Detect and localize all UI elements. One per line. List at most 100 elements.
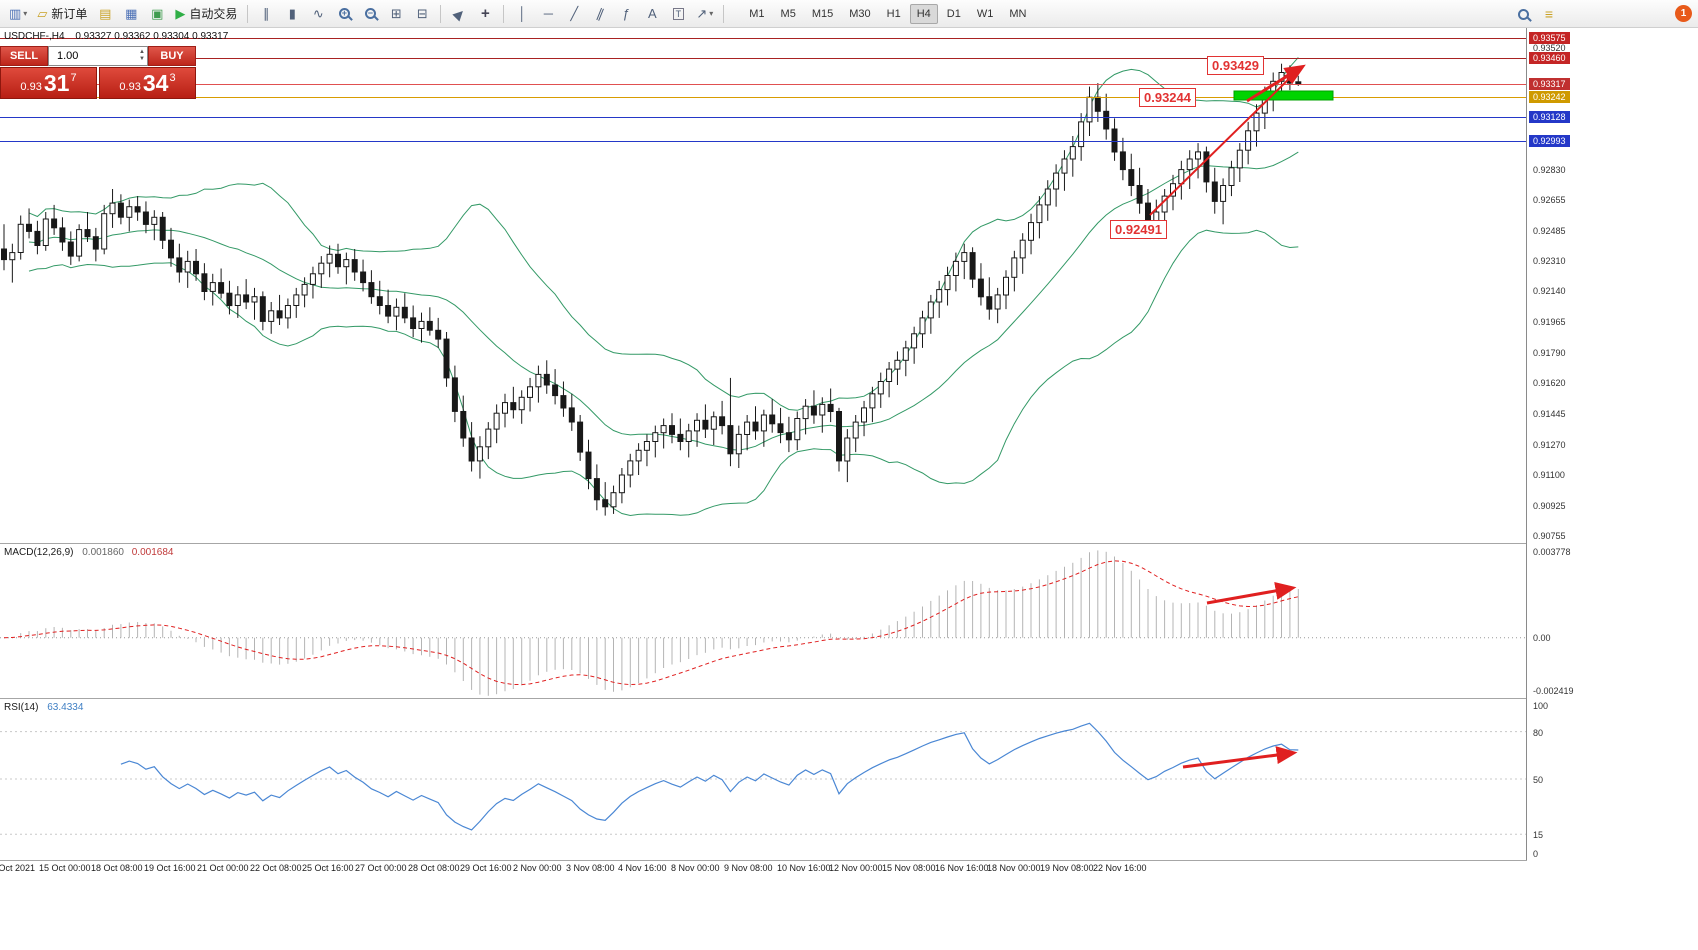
timeframe-m1[interactable]: M1 <box>749 7 765 20</box>
label-icon[interactable]: T <box>666 3 690 25</box>
horizontal-line-0.93128[interactable] <box>0 117 1526 118</box>
candle <box>1119 151 1126 171</box>
fibonacci-icon[interactable]: ƒ <box>622 6 630 21</box>
candle <box>126 206 133 218</box>
macd-scale-label: 0.00 <box>1533 633 1551 643</box>
candle <box>460 411 467 439</box>
horizontal-line-0.93460[interactable] <box>0 58 1526 59</box>
channel-icon[interactable]: ∥ <box>594 4 607 22</box>
timeframe-m15[interactable]: M15 <box>811 7 834 20</box>
price-chart-panel[interactable] <box>0 28 1526 542</box>
horizontal-line-0.93242[interactable] <box>0 97 1526 98</box>
candle <box>986 296 993 310</box>
notification-badge[interactable]: 1 <box>1675 5 1692 22</box>
candle <box>652 432 659 443</box>
panel-separator[interactable] <box>0 698 1698 699</box>
timeframe-h4[interactable]: H4 <box>909 3 938 24</box>
price-annotation[interactable]: 0.92491 <box>1110 220 1167 239</box>
macd-label: MACD(12,26,9) 0.001860 0.001684 <box>4 547 174 558</box>
macd-panel[interactable] <box>0 545 1526 697</box>
timeframe-mn[interactable]: MN <box>1009 7 1027 20</box>
current-price-line-0.93317[interactable] <box>0 84 1526 85</box>
toolbar-separator <box>440 4 442 23</box>
toolbar-separator <box>247 4 249 23</box>
candle <box>26 223 32 232</box>
line-chart-icon[interactable]: ∿ <box>312 5 324 21</box>
algo-trading-button[interactable]: ▶ 自动交易 <box>175 5 238 22</box>
tile-windows-icon[interactable]: ⊞ <box>390 5 402 21</box>
rsi-scale-label: 15 <box>1533 830 1544 840</box>
candle <box>952 260 959 276</box>
buy-button[interactable]: BUY <box>148 46 196 66</box>
volume-stepper[interactable]: ▲ ▼ <box>139 49 145 62</box>
zoom-out-icon[interactable]: − <box>358 3 382 25</box>
candle <box>101 213 108 250</box>
candle <box>468 437 475 462</box>
candle <box>1128 169 1135 187</box>
horizontal-line-0.92993[interactable] <box>0 141 1526 142</box>
timeframe-h1[interactable]: H1 <box>886 7 901 20</box>
price-annotation[interactable]: 0.93244 <box>1139 88 1196 107</box>
new-chart-icon[interactable]: ▥ ▾ <box>9 5 28 21</box>
layers-icon[interactable]: ≡ <box>1544 6 1554 22</box>
buy-price-button[interactable]: 0.93 34 3 <box>99 67 196 99</box>
candle <box>927 301 934 319</box>
candlestick-chart[interactable] <box>0 28 1526 542</box>
search-icon[interactable] <box>1511 3 1535 25</box>
macd-chart[interactable] <box>0 545 1526 697</box>
cursor-icon[interactable]: ▶ <box>450 4 468 22</box>
candle <box>34 230 41 246</box>
sell-price-button[interactable]: 0.93 31 7 <box>0 67 97 99</box>
candle <box>585 451 592 480</box>
market-watch-icon[interactable]: ▤ <box>99 5 112 21</box>
price-annotation[interactable]: 0.93429 <box>1207 56 1264 75</box>
axis-tick-label: 0.91445 <box>1533 409 1566 419</box>
bar-chart-icon[interactable]: ∥ <box>263 5 270 21</box>
candle <box>51 218 58 229</box>
candle <box>1236 149 1243 169</box>
price-axis[interactable]: 0.93575 0.93460 0.93317 0.93242 0.93128 0.929… <box>1527 0 1698 950</box>
crosshair-icon[interactable]: + <box>480 5 490 22</box>
candle <box>977 278 984 298</box>
timeframe-m5[interactable]: M5 <box>780 7 796 20</box>
candle <box>785 432 792 441</box>
axis-tick-label: 0.92485 <box>1533 226 1566 236</box>
rsi-panel[interactable] <box>0 700 1526 858</box>
cascade-windows-icon[interactable]: ⊟ <box>416 5 428 21</box>
axis-price-badge: 0.93242 <box>1529 91 1570 103</box>
zoom-in-icon[interactable]: + <box>332 3 356 25</box>
candle <box>1228 167 1235 187</box>
candle <box>660 425 667 434</box>
terminal-icon[interactable]: ▣ <box>151 5 164 21</box>
arrows-tool-icon[interactable]: ↗ ▾ <box>696 5 714 21</box>
horizontal-line-0.93575[interactable] <box>0 38 1526 39</box>
date-label: 25 Oct 16:00 <box>302 863 354 873</box>
candlestick-chart-icon[interactable]: ▮ <box>288 5 296 21</box>
macd-scale-label: -0.002419 <box>1533 686 1574 696</box>
profiles-icon[interactable]: ▦ <box>125 5 138 21</box>
new-order-button[interactable]: ▱ 新订单 <box>37 5 88 22</box>
candle <box>1278 72 1285 82</box>
axis-tick-label: 0.91100 <box>1533 470 1565 480</box>
candle <box>1028 222 1034 241</box>
text-icon[interactable]: A <box>648 6 657 21</box>
candle <box>418 320 425 329</box>
volume-input[interactable]: 1.00 ▲ ▼ <box>48 46 148 66</box>
horizontal-line-icon[interactable]: ─ <box>543 6 553 21</box>
timeframe-m30[interactable]: M30 <box>849 7 871 20</box>
toolbar: ▥ ▾ ▱ 新订单 ▤ ▦ ▣ ▶ 自动交易 ∥ ▮ ∿ + − ⊞ ⊟ ▶ + │ ─ ╱ ∥ ƒ A T ↗ ▾ M1 M5 M15… <box>0 0 1698 28</box>
candle <box>819 403 826 416</box>
sell-button[interactable]: SELL <box>0 46 48 66</box>
trendline-icon[interactable]: ╱ <box>570 5 579 21</box>
timeframe-d1[interactable]: D1 <box>946 7 961 20</box>
candle <box>1220 185 1227 202</box>
axis-price-badge: 0.93317 <box>1529 78 1570 90</box>
rsi-chart[interactable] <box>0 700 1526 858</box>
date-label: 16 Nov 16:00 <box>935 863 989 873</box>
candle <box>476 446 483 462</box>
timeframe-w1[interactable]: W1 <box>976 7 994 20</box>
vertical-line-icon[interactable]: │ <box>518 6 527 21</box>
panel-separator[interactable] <box>0 543 1698 544</box>
